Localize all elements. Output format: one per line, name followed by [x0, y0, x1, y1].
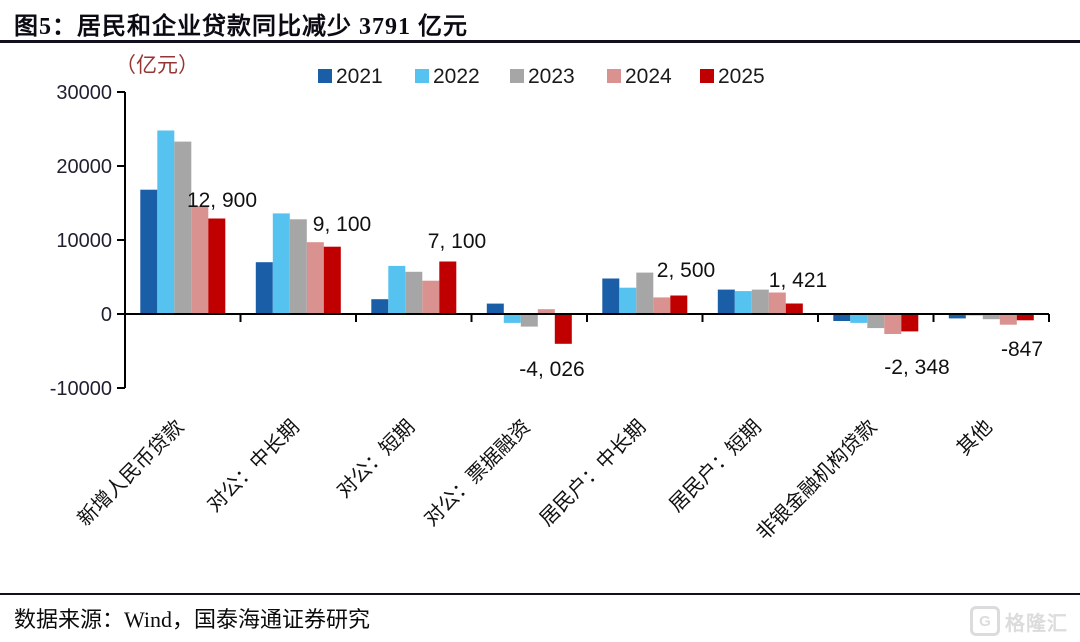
bar-2021-cat0: [140, 189, 158, 314]
data-label-0: 12, 900: [187, 189, 257, 212]
figure-footer: 数据来源：Wind，国泰海通证券研究: [14, 602, 914, 634]
data-label-7: -847: [1001, 338, 1043, 361]
bar-2022-cat1: [272, 213, 290, 314]
legend-swatch-2022: [415, 69, 429, 83]
bar-2022-cat0: [157, 130, 175, 314]
data-label-2: 7, 100: [428, 230, 486, 253]
bar-2024-cat7: [999, 314, 1017, 325]
bar-2021-cat3: [486, 303, 504, 314]
bar-2024-cat2: [422, 280, 440, 314]
bar-2023-cat6: [867, 314, 885, 329]
bar-2021-cat4: [602, 278, 620, 314]
legend-label-2022: 2022: [433, 65, 480, 88]
bar-2022-cat5: [734, 291, 752, 314]
figure-title: 图5：居民和企业贷款同比减少 3791 亿元: [14, 14, 468, 40]
legend-swatch-2023: [510, 69, 524, 83]
bar-2025-cat5: [785, 303, 803, 314]
title-divider: [0, 40, 1080, 43]
category-label-4: 居民户：中长期: [535, 415, 650, 530]
bar-2024-cat5: [768, 292, 786, 314]
bar-2021-cat1: [255, 262, 273, 314]
legend-label-2021: 2021: [336, 65, 383, 88]
category-label-5: 居民户：短期: [665, 415, 766, 516]
bar-2025-cat6: [901, 314, 919, 332]
figure-header: 图5：居民和企业贷款同比减少 3791 亿元: [14, 6, 1066, 41]
data-source: 数据来源：Wind，国泰海通证券研究: [14, 607, 370, 632]
bar-2025-cat1: [323, 246, 341, 314]
data-label-6: -2, 348: [884, 356, 949, 379]
bar-2023-cat4: [636, 272, 654, 314]
bar-2024-cat3: [537, 309, 555, 314]
category-label-3: 对公：票据融资: [420, 415, 535, 530]
y-tick-label: 0: [101, 304, 112, 326]
category-label-0: 新增人民币贷款: [73, 415, 188, 530]
bar-2024-cat1: [306, 242, 324, 314]
bar-2021-cat5: [717, 289, 735, 314]
category-label-1: 对公：中长期: [203, 415, 304, 516]
y-tick-label: -10000: [50, 378, 112, 400]
bar-2022-cat4: [619, 287, 637, 314]
bar-2025-cat2: [439, 261, 457, 314]
legend-label-2025: 2025: [718, 65, 765, 88]
bar-2023-cat3: [520, 314, 538, 327]
data-label-3: -4, 026: [519, 358, 584, 381]
gelonghui-watermark: G 格隆汇: [970, 606, 1068, 636]
bar-2024-cat6: [884, 314, 902, 334]
footer-divider: [0, 593, 1080, 595]
legend-label-2023: 2023: [528, 65, 575, 88]
bar-2025-cat0: [208, 218, 226, 314]
y-tick-label: 30000: [56, 82, 112, 104]
y-axis-unit-label: （亿元）: [115, 53, 199, 77]
y-tick-label: 10000: [56, 230, 112, 252]
bar-2022-cat2: [388, 265, 406, 314]
bar-2022-cat6: [850, 314, 868, 323]
bar-2023-cat0: [174, 141, 192, 314]
y-tick-label: 20000: [56, 156, 112, 178]
bar-2025-cat7: [1016, 314, 1034, 321]
bar-2022-cat3: [503, 314, 521, 323]
bar-2024-cat4: [653, 297, 671, 314]
bar-2025-cat3: [554, 314, 572, 344]
bar-2025-cat4: [670, 295, 688, 314]
data-label-1: 9, 100: [313, 213, 371, 236]
bar-2021-cat6: [833, 314, 851, 321]
bar-2023-cat5: [751, 289, 769, 314]
legend-swatch-2024: [607, 69, 621, 83]
data-label-4: 2, 500: [657, 259, 715, 282]
bar-2023-cat7: [982, 314, 1000, 320]
bar-2021-cat2: [371, 299, 389, 314]
bar-2023-cat1: [289, 219, 307, 314]
category-label-7: 其他: [952, 415, 997, 460]
bar-2023-cat2: [405, 271, 423, 314]
bar-2024-cat0: [191, 206, 209, 314]
data-label-5: 1, 421: [769, 269, 827, 292]
bar-2021-cat7: [948, 314, 966, 319]
legend-swatch-2021: [318, 69, 332, 83]
gelonghui-logo-icon: G: [970, 606, 1000, 636]
legend-label-2024: 2024: [625, 65, 672, 88]
category-label-6: 非银金融机构贷款: [752, 415, 881, 544]
legend-swatch-2025: [700, 69, 714, 83]
category-label-2: 对公：短期: [332, 415, 419, 502]
watermark-text: 格隆汇: [1005, 612, 1068, 635]
